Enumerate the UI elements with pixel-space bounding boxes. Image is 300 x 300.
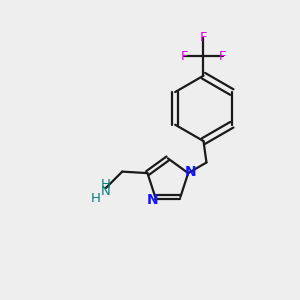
Text: N: N [100, 185, 110, 198]
Text: H: H [101, 178, 111, 191]
Text: F: F [219, 50, 226, 63]
Text: F: F [180, 50, 188, 63]
Text: N: N [147, 193, 159, 207]
Text: F: F [200, 32, 207, 44]
Text: N: N [185, 165, 197, 178]
Text: H: H [91, 192, 100, 205]
